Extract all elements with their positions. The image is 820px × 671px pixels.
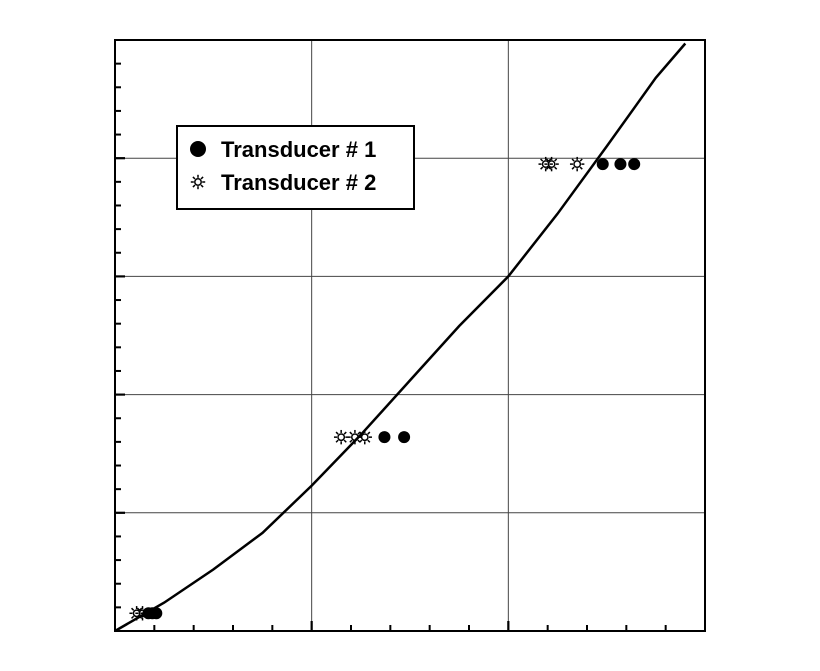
legend-label: Transducer # 2 [221,170,376,195]
marker-ray [554,158,558,162]
marker-center [194,178,202,186]
marker-ray [131,607,135,611]
marker-ray [540,158,544,162]
marker-ray [579,158,583,162]
marker-center [337,433,346,442]
data-point [378,431,391,444]
trend-curve [114,42,687,633]
data-point [614,158,627,171]
marker-ray [343,439,347,443]
marker-ray [335,439,339,443]
data-point [596,158,609,171]
marker-ray [349,439,353,443]
legend: Transducer # 1 Transducer # 2 [176,125,415,210]
marker-ray [367,439,371,443]
marker-center [573,160,582,169]
marker-ray [540,166,544,170]
marker-ray [139,607,143,611]
data-point [544,156,559,172]
marker-ray [579,166,583,170]
marker-ray [571,166,575,170]
marker-center [547,160,556,169]
data-point [538,156,553,172]
marker-ray [545,166,550,170]
marker-ray [367,431,371,435]
marker-ray [192,184,196,188]
marker-ray [144,615,149,619]
legend-marker-star [190,174,206,190]
data-point [569,156,585,172]
marker-ray [548,158,552,162]
marker-ray [200,176,204,180]
series-transducer-2 [129,156,585,621]
marker-ray [335,431,339,435]
marker-ray [144,607,149,611]
marker-ray [192,176,196,180]
legend-marker-circle [190,141,206,157]
data-point [398,431,411,444]
marker-ray [136,607,141,611]
marker-ray [571,158,575,162]
marker-center [360,433,369,442]
marker-ray [548,166,552,170]
legend-box [176,125,415,210]
legend-label: Transducer # 1 [221,137,376,162]
data-point [628,158,641,171]
data-point [333,429,349,445]
marker-ray [359,439,363,443]
marker-ray [200,184,204,188]
marker-ray [131,615,135,619]
marker-ray [554,166,558,170]
marker-ray [349,431,353,435]
marker-ray [545,158,550,162]
marker-ray [343,431,347,435]
plot-frame [114,39,706,632]
